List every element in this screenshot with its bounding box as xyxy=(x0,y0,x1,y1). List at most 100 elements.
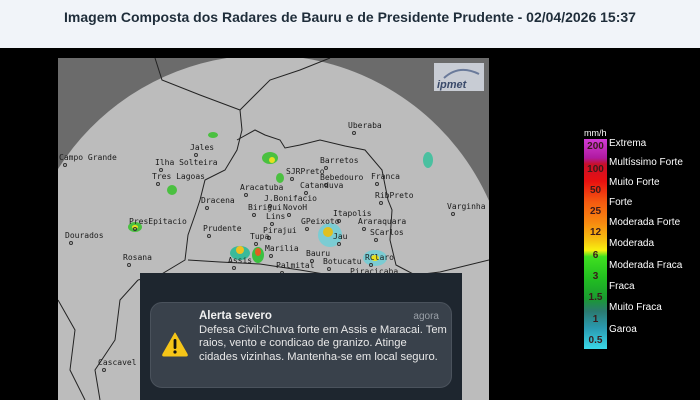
legend-value: 12 xyxy=(589,227,602,238)
legend-label: Muito Forte xyxy=(609,177,660,188)
legend-value: 1 xyxy=(592,314,599,325)
city-label: RibPreto xyxy=(375,191,414,200)
city-marker xyxy=(362,227,366,231)
city-marker xyxy=(304,191,308,195)
city-label: Araraquara xyxy=(358,217,406,226)
city-marker xyxy=(194,153,198,157)
city-label: Piracicaba xyxy=(350,267,398,276)
city-label: Birigui xyxy=(248,203,282,212)
city-marker xyxy=(69,241,73,245)
city-label: NovoH xyxy=(283,203,307,212)
city-label: Ilha Solteira xyxy=(155,158,218,167)
legend-label: Moderada Forte xyxy=(609,217,681,228)
legend-unit: mm/h xyxy=(584,128,607,138)
legend-value: 100 xyxy=(587,164,604,175)
city-label: Aracatuba xyxy=(240,183,284,192)
city-label: Tres Lagoas xyxy=(152,172,205,181)
city-label: RClaro xyxy=(365,253,394,262)
legend-value: 3 xyxy=(592,271,599,282)
legend-label: Moderada xyxy=(609,238,655,249)
city-marker xyxy=(310,259,314,263)
notification-time: agora xyxy=(413,311,439,322)
city-label: Prudente xyxy=(203,224,242,233)
city-label: Tupa xyxy=(250,232,269,241)
city-marker xyxy=(290,177,294,181)
legend-label: Forte xyxy=(609,197,633,208)
city-label: Catanduva xyxy=(300,181,344,190)
city-label: Dourados xyxy=(65,231,104,240)
city-label: Bauru xyxy=(306,249,330,258)
city-label: Uberaba xyxy=(348,121,382,130)
city-marker xyxy=(254,242,258,246)
city-marker xyxy=(270,222,274,226)
city-marker xyxy=(207,234,211,238)
city-label: PresEpitacio xyxy=(129,217,187,226)
legend-value: 1.5 xyxy=(588,292,603,303)
city-label: Assis xyxy=(228,256,252,265)
notification-body: Defesa Civil:Chuva forte em Assis e Mara… xyxy=(199,324,447,363)
city-label: Jales xyxy=(190,143,214,152)
city-label: Campo Grande xyxy=(59,153,117,162)
legend-label: Extrema xyxy=(609,138,647,149)
city-marker xyxy=(374,238,378,242)
city-marker xyxy=(127,263,131,267)
city-marker xyxy=(324,183,328,187)
warning-triangle-icon xyxy=(162,332,188,357)
legend-value: 0.5 xyxy=(588,335,603,346)
city-marker xyxy=(379,201,383,205)
city-label: Cascavel xyxy=(98,358,137,367)
city-marker xyxy=(451,212,455,216)
state-borders xyxy=(58,58,489,400)
radar-echoes xyxy=(128,132,433,266)
city-label: SCarlos xyxy=(370,228,404,237)
city-marker xyxy=(369,263,373,267)
legend-label: Moderada Fraca xyxy=(609,260,683,271)
city-marker xyxy=(337,242,341,246)
city-label: Pirajui xyxy=(263,226,297,235)
city-label: Dracena xyxy=(201,196,235,205)
svg-text:ipmet: ipmet xyxy=(437,79,468,91)
city-label: Jau xyxy=(333,232,348,241)
city-label: Palmital xyxy=(276,261,315,270)
city-label: J.Bonifacio xyxy=(264,194,317,203)
legend-label: Muito Fraca xyxy=(609,302,662,313)
city-marker xyxy=(232,266,236,270)
header: Imagem Composta dos Radares de Bauru e d… xyxy=(0,0,700,48)
city-marker xyxy=(244,193,248,197)
city-marker xyxy=(352,131,356,135)
city-label: Marilia xyxy=(265,244,299,253)
legend-label: Garoa xyxy=(609,324,637,335)
page-title: Imagem Composta dos Radares de Bauru e d… xyxy=(64,9,636,25)
city-label: Lins xyxy=(266,212,285,221)
legend-colorbar xyxy=(584,139,607,349)
city-label: Bebedouro xyxy=(320,173,364,182)
legend-value: 6 xyxy=(592,250,599,261)
city-marker xyxy=(327,267,331,271)
city-marker xyxy=(252,213,256,217)
legend-value: 50 xyxy=(589,185,602,196)
notification-title: Alerta severo xyxy=(199,310,272,322)
city-label: GPeixoto xyxy=(301,217,340,226)
notification-card[interactable]: Alerta severo agora Defesa Civil:Chuva f… xyxy=(150,302,452,388)
city-marker xyxy=(133,227,137,231)
legend-label: Fraca xyxy=(609,281,635,292)
city-marker xyxy=(63,163,67,167)
city-label: Varginha xyxy=(447,202,486,211)
city-marker xyxy=(337,219,341,223)
city-marker xyxy=(102,368,106,372)
city-marker xyxy=(269,254,273,258)
city-marker xyxy=(267,236,271,240)
ipmet-logo: ipmet xyxy=(434,63,484,91)
city-label: Barretos xyxy=(320,156,359,165)
city-label: Itapolis xyxy=(333,209,372,218)
legend-value: 25 xyxy=(589,206,602,217)
city-label: Botucatu xyxy=(323,257,362,266)
city-marker xyxy=(156,182,160,186)
city-marker xyxy=(375,182,379,186)
city-marker xyxy=(159,168,163,172)
legend-label: Multíssimo Forte xyxy=(609,157,683,168)
city-label: Rosana xyxy=(123,253,152,262)
city-marker xyxy=(268,204,272,208)
city-marker xyxy=(287,213,291,217)
city-label: SJRPreto xyxy=(286,167,325,176)
